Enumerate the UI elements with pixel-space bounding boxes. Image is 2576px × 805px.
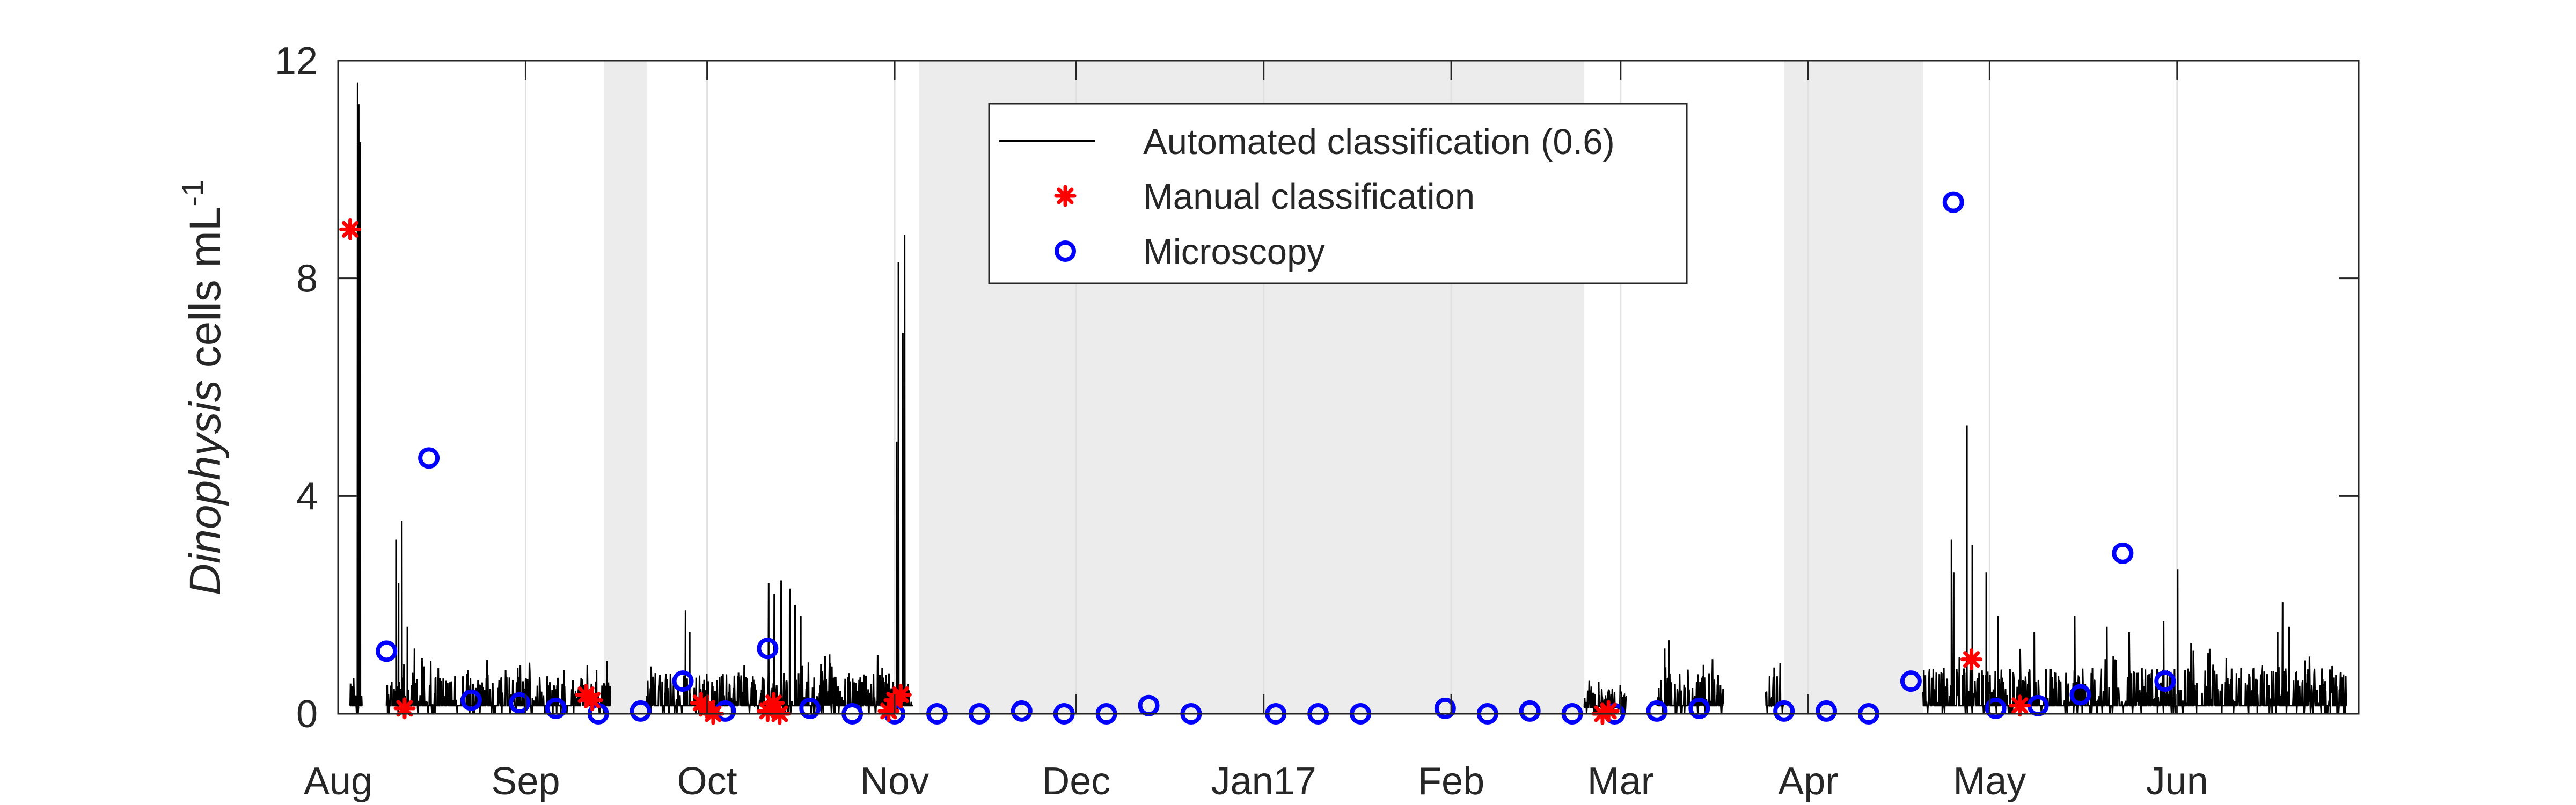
automated-line-segment (646, 235, 913, 714)
microscopy-point (1985, 697, 2007, 719)
y-axis-label-unit: cells mL (181, 207, 230, 380)
microscopy-point (1519, 700, 1541, 722)
automated-line-segment (1765, 663, 1784, 713)
x-tick-label: Aug (304, 760, 372, 803)
shaded-period (1784, 61, 1923, 714)
x-axis-ticks: Aug Sep Oct Nov Dec Jan17 Feb Mar Apr May Jun (304, 61, 2208, 803)
x-tick-label: Sep (491, 760, 560, 803)
legend-entry-manual: Manual classification (1143, 177, 1475, 217)
y-axis-label: Dinophysis cells mL-1 (175, 180, 230, 595)
legend-entry-automated: Automated classification (0.6) (1143, 122, 1615, 162)
manual-point (581, 689, 603, 712)
y-tick-label: 0 (296, 693, 318, 736)
shaded-period (604, 61, 647, 714)
microscopy-point (1942, 191, 1964, 213)
x-tick-label: Jun (2146, 760, 2208, 803)
legend-asterisk-swatch (1054, 185, 1077, 207)
y-axis-label-exponent: -1 (175, 180, 209, 207)
x-tick-label: Nov (860, 760, 929, 803)
legend-circle-swatch (1055, 240, 1076, 262)
microscopy-point (1688, 697, 1710, 719)
microscopy-point (509, 692, 531, 714)
manual-point (393, 697, 416, 720)
x-tick-label: May (1953, 760, 2026, 803)
manual-point (2009, 694, 2031, 717)
automated-line-segment (1922, 425, 2347, 714)
microscopy-point (672, 670, 694, 692)
y-axis-label-italic: Dinophysis (181, 380, 230, 595)
microscopy-point (630, 700, 652, 722)
microscopy-point (418, 447, 440, 469)
legend-asterisk (1054, 185, 1077, 207)
manual-point (1960, 648, 1983, 671)
x-tick-label: Feb (1418, 760, 1484, 803)
microscopy-point (1900, 670, 1922, 692)
microscopy-point (2154, 670, 2176, 692)
x-tick-label: Dec (1042, 760, 1110, 803)
y-tick-label: 12 (275, 40, 318, 83)
x-tick-label: Mar (1587, 760, 1654, 803)
automated-line-segment (349, 82, 363, 713)
manual-point (339, 218, 362, 240)
manual-point (1597, 700, 1620, 722)
automated-classification-series (349, 82, 2347, 714)
legend-box (988, 103, 1688, 284)
microscopy-point (1011, 700, 1033, 722)
y-tick-label: 8 (296, 258, 318, 301)
microscopy-point (2112, 542, 2134, 564)
microscopy-point (2069, 684, 2091, 706)
microscopy-point (799, 697, 821, 719)
microscopy-point (1816, 700, 1838, 722)
x-tick-label: Jan17 (1211, 760, 1316, 803)
microscopy-point (460, 689, 482, 711)
microscopy-point (1434, 697, 1456, 719)
plot-area-frame (337, 60, 2360, 715)
microscopy-point (545, 697, 567, 719)
x-tick-label: Oct (677, 760, 737, 803)
microscopy-point (1646, 700, 1668, 722)
y-axis-ticks: 0 4 8 12 (275, 40, 2359, 736)
legend: Automated classification (0.6) Manual cl… (988, 103, 1688, 284)
y-tick-label: 4 (296, 475, 318, 518)
microscopy-point (757, 638, 779, 660)
microscopy-point (1773, 700, 1795, 722)
legend-entry-microscopy: Microscopy (1143, 232, 1325, 272)
microscopy-point (376, 640, 398, 662)
x-tick-label: Apr (1778, 760, 1838, 803)
automated-line-segment (385, 520, 611, 714)
